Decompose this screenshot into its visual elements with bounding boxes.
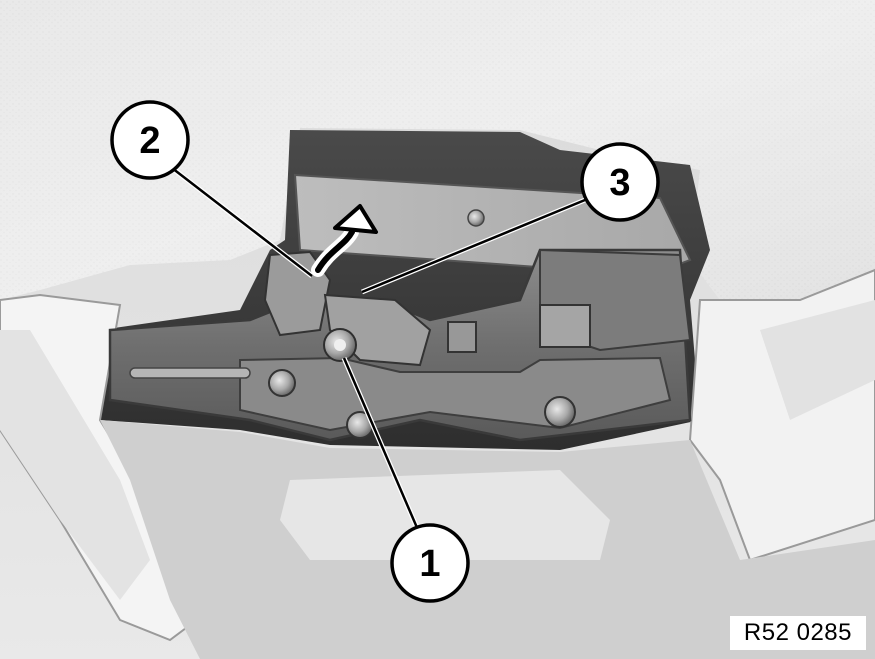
callout-2-label: 2 (139, 120, 160, 162)
bolt-right (544, 396, 576, 428)
carpet-shading (0, 0, 875, 300)
bolt-left (268, 369, 296, 397)
latch-rod (129, 367, 251, 379)
figure-reference-code: R52 0285 (728, 615, 867, 651)
direction-arrow-head (333, 204, 378, 234)
bracket-rivet (467, 209, 485, 227)
latch-pin-highlight (334, 339, 346, 351)
callout-3-label: 3 (609, 162, 630, 204)
leader-line-2 (171, 167, 313, 277)
callout-3: 3 (580, 142, 660, 222)
lower-plate (280, 470, 610, 560)
callout-1: 1 (390, 523, 470, 603)
trim-panel-right-shade (760, 300, 875, 420)
latch-tab (539, 304, 591, 348)
leader-line-3 (361, 198, 586, 294)
direction-arrow-shaft (315, 229, 355, 273)
latch-block (447, 321, 477, 353)
trim-panel-left-shade (0, 330, 150, 600)
callout-1-label: 1 (419, 543, 440, 585)
callout-2: 2 (110, 100, 190, 180)
leader-line-1 (342, 357, 420, 531)
